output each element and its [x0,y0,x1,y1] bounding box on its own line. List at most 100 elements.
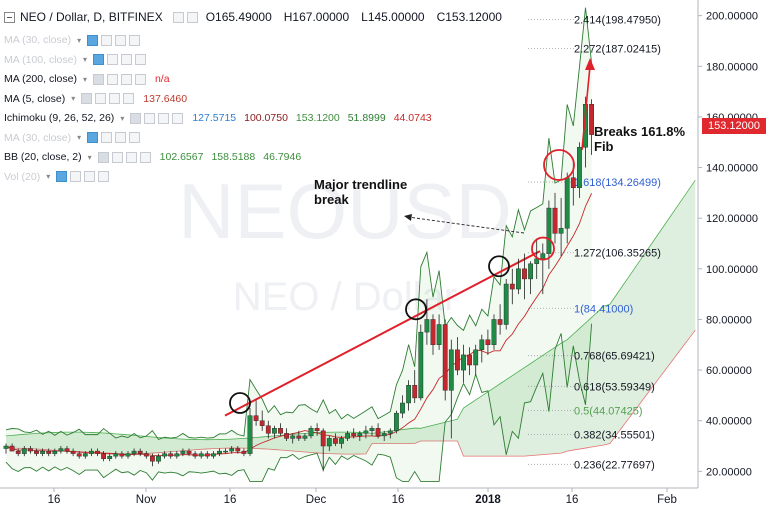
eye-icon[interactable] [92,73,104,85]
indicator-name: Vol (20) [4,170,41,183]
candle-body [503,283,509,325]
eye-icon[interactable] [92,54,104,65]
candle-body [296,435,302,439]
settings-icon[interactable] [144,112,156,124]
indicator-row[interactable]: MA (30, close) ▾ [4,32,143,48]
candle-body [40,450,46,454]
candle-body [52,450,58,454]
fib-level-label: 1.618(134.26499) [574,177,661,189]
add-icon[interactable] [125,151,137,163]
settings-icon[interactable] [111,151,123,163]
price-tick-label: 20.00000 [706,466,752,478]
settings-icon[interactable] [101,132,113,143]
chevron-down-icon[interactable]: ▾ [77,133,82,142]
candle-body [314,428,320,432]
settings-icon[interactable] [70,171,82,182]
close-icon[interactable] [172,112,184,124]
settings-icon[interactable] [106,73,118,85]
close-icon[interactable] [139,151,151,163]
candle-body [198,453,204,457]
fib-level-label: 1.272(106.35265) [574,248,661,260]
add-icon[interactable] [115,132,127,143]
add-icon[interactable] [120,73,132,85]
add-icon[interactable] [120,54,132,65]
price-tick-label: 120.00000 [706,213,758,225]
add-icon[interactable] [109,93,121,104]
candle-body [46,450,52,454]
chevron-down-icon[interactable]: ▾ [46,172,51,181]
arrow-head-icon [404,214,412,221]
candle-body [436,324,442,345]
indicator-row[interactable]: MA (30, close) ▾ [4,130,143,146]
bollinger-lower [5,323,593,482]
eye-icon[interactable] [97,151,109,163]
chevron-down-icon[interactable]: ▾ [71,94,76,103]
candle-body [491,319,497,345]
time-tick-label: 16 [392,494,405,506]
indicator-value: 158.5188 [211,151,256,163]
candle-body [479,339,485,351]
ichimoku-cloud [6,180,696,457]
eye-icon[interactable] [81,93,93,104]
candle-body [442,324,448,391]
settings-icon[interactable] [95,93,107,104]
close-icon[interactable] [123,93,135,104]
candle-body [265,425,271,434]
candle-body [351,433,357,437]
indicator-row[interactable]: Vol (20) ▾ [4,169,112,185]
indicator-row[interactable]: MA (5, close) ▾ 137.6460 [4,91,195,107]
fib-level-label: 1(84.41000) [574,303,633,315]
chevron-down-icon[interactable]: ▾ [82,55,87,64]
close-icon[interactable] [134,73,146,85]
candle-body [448,349,454,391]
close-icon[interactable] [129,132,141,143]
eye-icon[interactable] [87,132,99,143]
candle-body [3,445,9,449]
fib-level-label: 0.768(65.69421) [574,351,655,363]
candle-body [284,433,289,439]
candle-body [186,450,192,454]
candle-body [168,453,174,457]
chevron-down-icon[interactable]: ▾ [82,74,87,84]
fib-level-label: 0.236(22.77697) [574,459,655,471]
settings-icon[interactable] [106,54,118,65]
candle-body [467,354,472,366]
indicator-value: 153.1200 [295,112,340,124]
candle-body [333,438,338,444]
candle-body [156,455,161,462]
trendline-touch-circle [405,298,427,321]
eye-icon[interactable] [56,171,68,182]
indicator-row[interactable]: Ichimoku (9, 26, 52, 26) ▾ 127.5715 100.075… [4,110,440,126]
candle-body [119,453,125,457]
add-icon[interactable] [115,34,127,46]
time-axis[interactable] [0,488,768,511]
add-icon[interactable] [84,171,96,182]
indicator-row[interactable]: MA (100, close) ▾ [4,52,149,68]
eye-icon[interactable] [130,112,142,124]
fib-break-circle [543,149,575,181]
candle-body [369,428,375,432]
candle-body [192,453,198,457]
candle-body [9,445,15,452]
candle-body [64,448,70,452]
major-trendline[interactable] [224,250,541,417]
price-axis[interactable] [698,0,768,511]
settings-icon[interactable] [101,34,113,46]
close-icon[interactable] [129,34,141,46]
close-icon[interactable] [98,171,110,182]
chevron-down-icon[interactable]: ▾ [77,35,82,45]
indicator-row[interactable]: MA (200, close) ▾ n/a [4,71,178,87]
chevron-down-icon[interactable]: ▾ [120,113,125,123]
candle-body [241,450,247,454]
price-tick-label: 160.00000 [706,112,758,124]
close-icon[interactable] [134,54,146,65]
indicator-row[interactable]: BB (20, close, 2) ▾ 102.6567 158.5188 46.794… [4,149,309,165]
chevron-down-icon[interactable]: ▾ [87,152,92,162]
candle-body [430,319,436,345]
indicator-name: MA (30, close) [4,131,72,144]
eye-icon[interactable] [87,34,99,46]
breakout-arrow [581,65,591,151]
candle-body [210,453,216,457]
add-icon[interactable] [158,112,170,124]
